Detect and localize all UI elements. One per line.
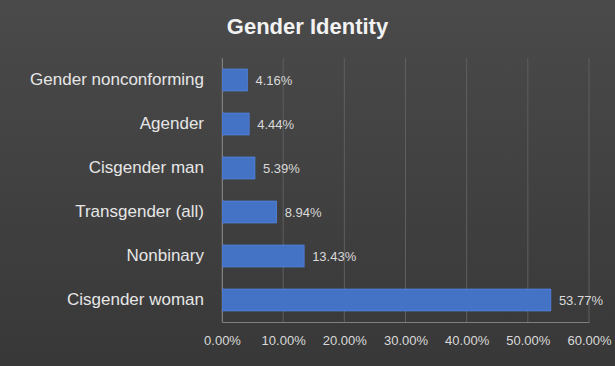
category-label: Agender (140, 114, 205, 133)
x-axis-line (223, 322, 590, 323)
x-tick-label: 50.00% (506, 333, 551, 348)
y-tick: Nonbinary (127, 246, 223, 265)
grid-line (466, 58, 467, 322)
chart: Gender Identity 0.00% 10.00% 20.00% 30.00% 40… (0, 0, 615, 366)
y-tick: Agender (140, 114, 222, 133)
x-tick: 60.00% (567, 322, 612, 348)
x-tick-label: 10.00% (262, 333, 307, 348)
category-label: Transgender (all) (75, 202, 204, 221)
bar (222, 289, 551, 311)
bar (222, 69, 247, 91)
category-label: Gender nonconforming (30, 70, 204, 89)
x-tick-label: 60.00% (567, 333, 612, 348)
grid-line (283, 58, 284, 322)
bar (222, 245, 304, 267)
background (0, 0, 615, 366)
grid (222, 58, 589, 322)
grid-line (527, 58, 528, 322)
title: Gender Identity (227, 14, 389, 39)
x-tick-label: 30.00% (384, 333, 429, 348)
x-tick: 0.00% (204, 322, 241, 348)
x-tick: 40.00% (445, 322, 490, 348)
x-tick: 50.00% (506, 322, 551, 348)
data-labels: 4.16% 4.44% 5.39% 8.94% 13.43% 53.77% (255, 73, 603, 308)
category-label: Cisgender man (89, 158, 204, 177)
x-tick: 30.00% (384, 322, 429, 348)
data-label: 5.39% (263, 161, 300, 176)
bars (222, 69, 551, 311)
y-axis: Gender nonconforming Agender Cisgender man… (30, 59, 222, 323)
y-tick: Transgender (all) (75, 202, 222, 221)
x-tick-label: 0.00% (204, 333, 241, 348)
data-label: 13.43% (312, 249, 357, 264)
y-tick: Cisgender man (89, 158, 222, 177)
category-label: Nonbinary (127, 246, 205, 265)
bar (222, 157, 255, 179)
grid-line (405, 58, 406, 322)
data-label: 4.44% (257, 117, 294, 132)
plot: 0.00% 10.00% 20.00% 30.00% 40.00% 50.00% 60.00… (30, 58, 612, 348)
bar (222, 201, 277, 223)
category-label: Cisgender woman (67, 290, 204, 309)
x-axis: 0.00% 10.00% 20.00% 30.00% 40.00% 50.00% 60.00… (204, 322, 612, 348)
grid-line (344, 58, 345, 322)
x-tick-label: 40.00% (445, 333, 490, 348)
data-label: 8.94% (285, 205, 322, 220)
y-tick: Gender nonconforming (30, 70, 222, 89)
grid-line (222, 58, 223, 322)
x-tick-label: 20.00% (323, 333, 368, 348)
y-axis-line (222, 59, 223, 323)
bar (222, 113, 249, 135)
grid-line (589, 58, 590, 322)
x-tick: 10.00% (262, 322, 307, 348)
data-label: 53.77% (559, 293, 604, 308)
data-label: 4.16% (255, 73, 292, 88)
x-tick: 20.00% (323, 322, 368, 348)
y-tick: Cisgender woman (67, 290, 222, 309)
